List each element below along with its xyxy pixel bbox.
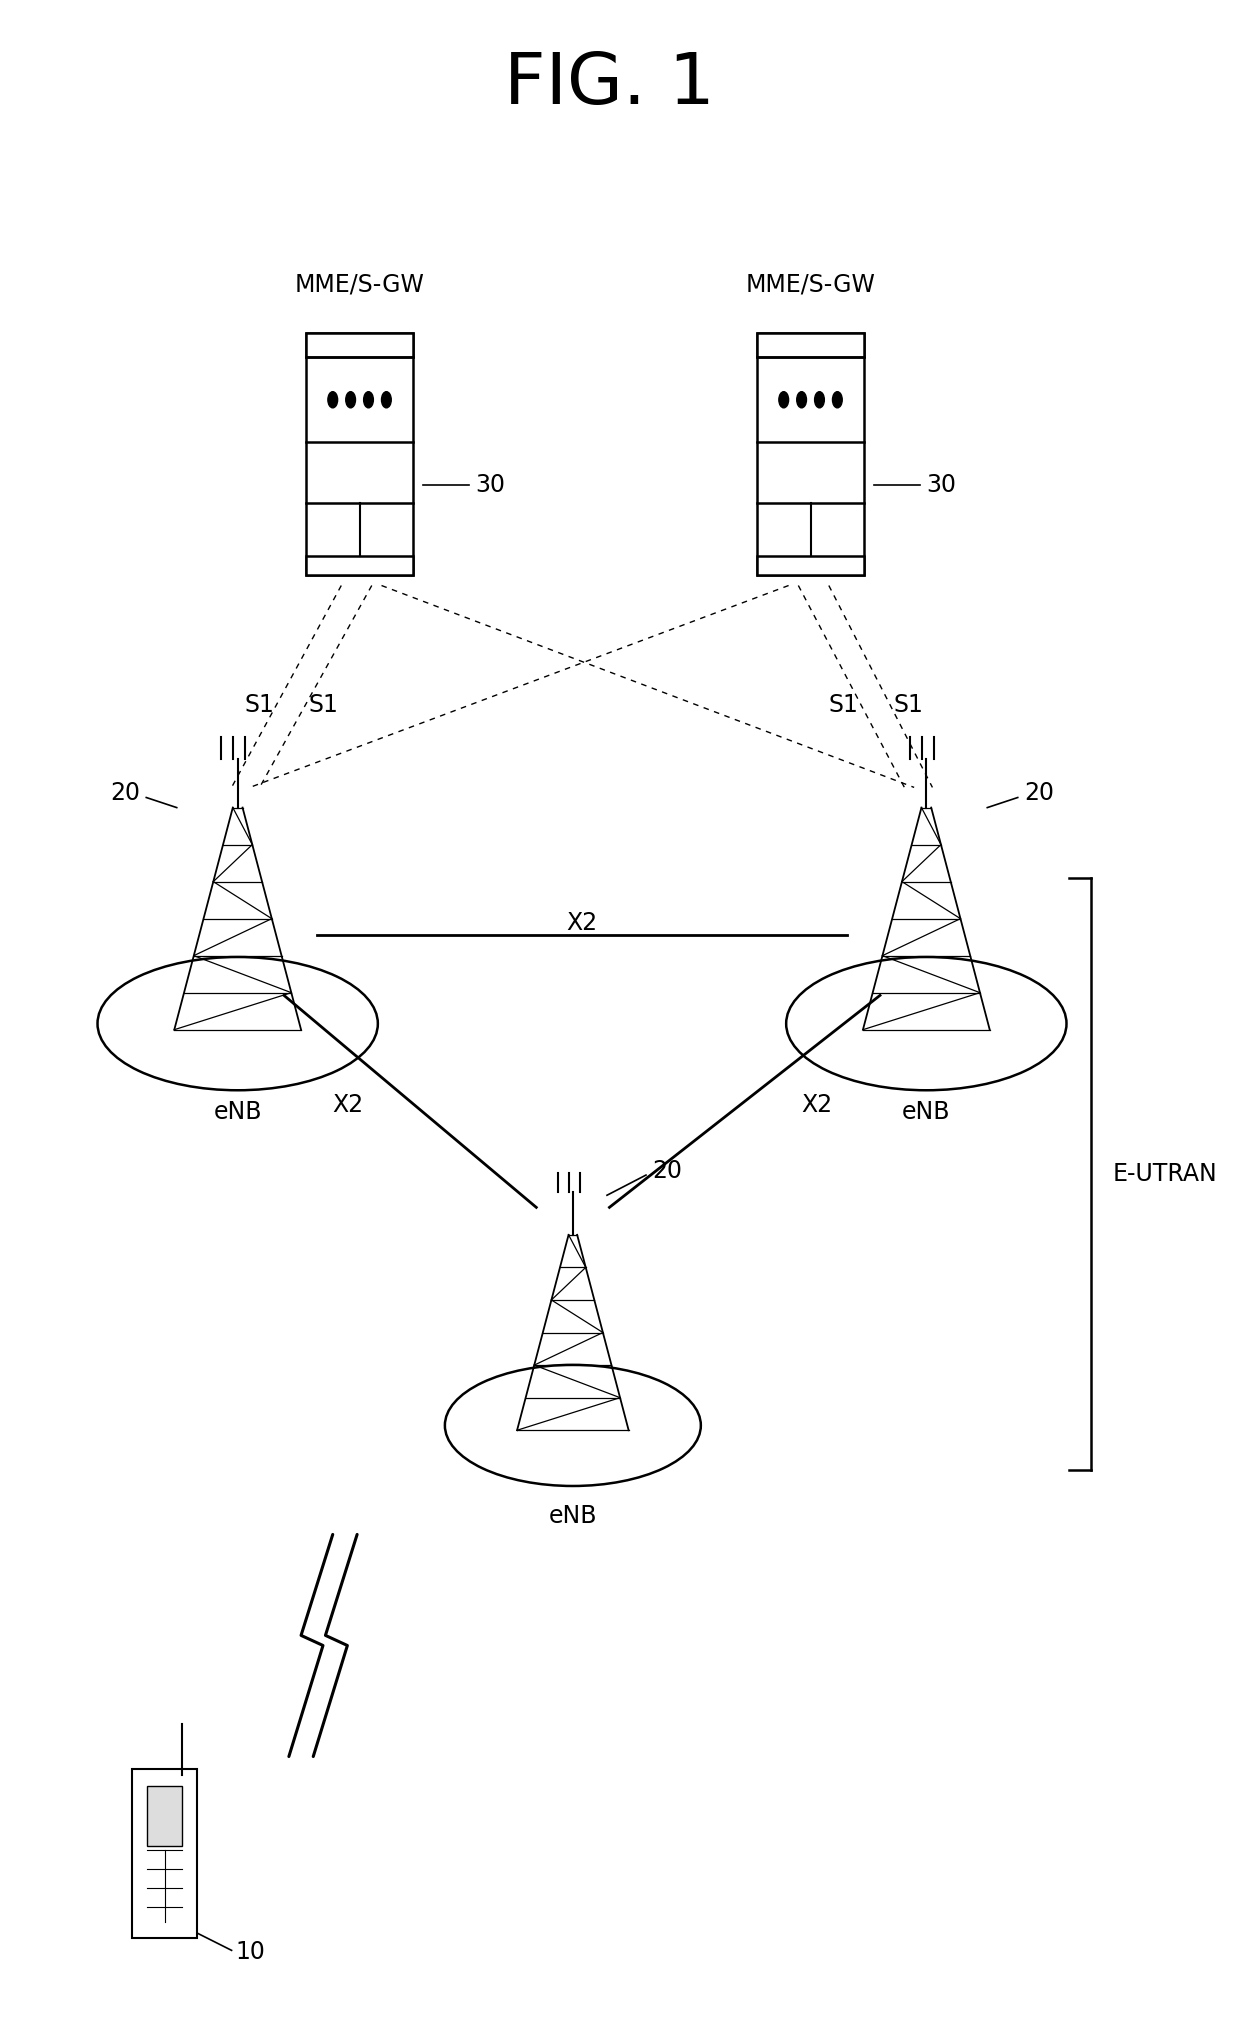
Circle shape xyxy=(779,392,789,408)
Text: X2: X2 xyxy=(801,1094,832,1117)
Text: MME/S-GW: MME/S-GW xyxy=(745,273,875,297)
Circle shape xyxy=(815,392,825,408)
Text: FIG. 1: FIG. 1 xyxy=(503,50,714,119)
Text: 20: 20 xyxy=(110,781,140,806)
FancyBboxPatch shape xyxy=(306,333,413,357)
FancyBboxPatch shape xyxy=(148,1785,181,1845)
Text: S1: S1 xyxy=(244,693,274,717)
Text: 10: 10 xyxy=(236,1940,265,1964)
FancyBboxPatch shape xyxy=(306,555,413,575)
FancyBboxPatch shape xyxy=(756,333,864,575)
FancyBboxPatch shape xyxy=(756,555,864,575)
Circle shape xyxy=(832,392,842,408)
Text: eNB: eNB xyxy=(901,1100,951,1125)
Circle shape xyxy=(797,392,806,408)
Text: X2: X2 xyxy=(332,1094,363,1117)
FancyBboxPatch shape xyxy=(131,1769,197,1938)
Text: S1: S1 xyxy=(308,693,339,717)
Text: eNB: eNB xyxy=(213,1100,262,1125)
Circle shape xyxy=(382,392,392,408)
Circle shape xyxy=(346,392,356,408)
Text: E-UTRAN: E-UTRAN xyxy=(1112,1163,1218,1185)
Text: 20: 20 xyxy=(1024,781,1054,806)
Text: eNB: eNB xyxy=(548,1504,598,1528)
Text: S1: S1 xyxy=(893,693,923,717)
Text: MME/S-GW: MME/S-GW xyxy=(295,273,424,297)
Circle shape xyxy=(327,392,337,408)
Text: 30: 30 xyxy=(475,472,506,497)
FancyBboxPatch shape xyxy=(306,333,413,575)
Circle shape xyxy=(363,392,373,408)
FancyBboxPatch shape xyxy=(756,333,864,357)
Text: 30: 30 xyxy=(926,472,956,497)
Text: 20: 20 xyxy=(652,1159,682,1183)
Text: X2: X2 xyxy=(567,911,598,935)
Text: S1: S1 xyxy=(828,693,858,717)
